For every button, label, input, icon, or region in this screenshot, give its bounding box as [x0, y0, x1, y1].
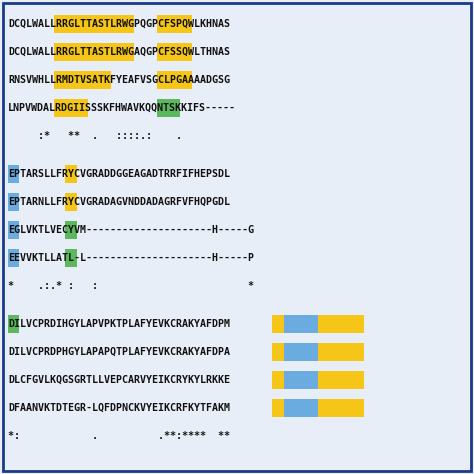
Bar: [65, 71, 77, 89]
Bar: [100, 15, 111, 33]
Bar: [330, 399, 341, 417]
Bar: [307, 315, 319, 333]
Bar: [8, 315, 19, 333]
Text: DLCFGVLKQGSGRTLLVEPCARVYEIKCRYKYLRKKE: DLCFGVLKQGSGRTLLVEPCARVYEIKCRYKYLRKKE: [8, 375, 230, 385]
Text: EPTARSLLFRYCVGRADDGGEAGADTRRFIFHEPSDL: EPTARSLLFRYCVGRADDGGEAGADTRRFIFHEPSDL: [8, 169, 230, 179]
Bar: [341, 315, 353, 333]
Text: EEVVKTLLATL-L---------------------H-----P: EEVVKTLLATL-L---------------------H-----…: [8, 253, 254, 263]
Bar: [65, 165, 77, 183]
Bar: [77, 15, 89, 33]
Bar: [295, 315, 307, 333]
Bar: [54, 15, 65, 33]
Bar: [307, 371, 319, 389]
Bar: [330, 343, 341, 361]
Bar: [319, 371, 330, 389]
Bar: [284, 399, 295, 417]
Bar: [295, 399, 307, 417]
Bar: [319, 343, 330, 361]
Bar: [100, 43, 111, 61]
Bar: [181, 71, 192, 89]
Bar: [157, 71, 169, 89]
Bar: [157, 99, 169, 117]
Text: LNPVWDALRDGIISSSKFHWAVKQQNTSKKIFS-----: LNPVWDALRDGIISSSKFHWAVKQQNTSKKIFS-----: [8, 103, 236, 113]
Bar: [65, 99, 77, 117]
Bar: [65, 193, 77, 211]
Bar: [273, 399, 284, 417]
Bar: [89, 71, 100, 89]
Bar: [181, 15, 192, 33]
Text: DCQLWALLRRGLTTASTLRWGPQGPCFSPQWLKHNAS: DCQLWALLRRGLTTASTLRWGPQGPCFSPQWLKHNAS: [8, 19, 230, 29]
Text: DILVCPRDIHGYLAPVPKTPLAFYEVKCRAKYAFDPM: DILVCPRDIHGYLAPVPKTPLAFYEVKCRAKYAFDPM: [8, 319, 230, 329]
Bar: [54, 99, 65, 117]
Bar: [157, 15, 169, 33]
Bar: [65, 15, 77, 33]
Text: DILVCPRDPHGYLAPAPQTPLAFYEVKCRAKYAFDPA: DILVCPRDPHGYLAPAPQTPLAFYEVKCRAKYAFDPA: [8, 347, 230, 357]
Bar: [123, 15, 135, 33]
Bar: [330, 315, 341, 333]
Bar: [330, 371, 341, 389]
Bar: [284, 315, 295, 333]
Text: EPTARNLLFRYCVGRADAGVNDDADAGRFVFHQPGDL: EPTARNLLFRYCVGRADAGVNDDADAGRFVFHQPGDL: [8, 197, 230, 207]
Bar: [353, 371, 365, 389]
Bar: [353, 399, 365, 417]
Bar: [8, 165, 19, 183]
Bar: [295, 371, 307, 389]
Bar: [319, 399, 330, 417]
Bar: [169, 99, 181, 117]
Bar: [284, 343, 295, 361]
Bar: [65, 249, 77, 267]
Bar: [353, 315, 365, 333]
Bar: [181, 43, 192, 61]
Bar: [295, 343, 307, 361]
Bar: [77, 43, 89, 61]
Bar: [341, 371, 353, 389]
Bar: [54, 43, 65, 61]
Bar: [273, 371, 284, 389]
Bar: [8, 249, 19, 267]
Bar: [273, 315, 284, 333]
Bar: [65, 221, 77, 239]
Text: EGLVKTLVECYVM---------------------H-----G: EGLVKTLVECYVM---------------------H-----…: [8, 225, 254, 235]
Bar: [8, 221, 19, 239]
Bar: [157, 43, 169, 61]
Bar: [54, 71, 65, 89]
Bar: [169, 71, 181, 89]
Bar: [8, 193, 19, 211]
Bar: [273, 343, 284, 361]
Bar: [111, 15, 123, 33]
Text: DFAANVKTDTEGR-LQFDPNCKVYEIKCRFKYTFAKM: DFAANVKTDTEGR-LQFDPNCKVYEIKCRFKYTFAKM: [8, 403, 230, 413]
Bar: [89, 15, 100, 33]
Bar: [169, 43, 181, 61]
Bar: [307, 343, 319, 361]
Bar: [111, 43, 123, 61]
Text: *:            .          .**:****  **: *: . .**:**** **: [8, 431, 242, 441]
Bar: [65, 43, 77, 61]
Bar: [353, 343, 365, 361]
Bar: [89, 43, 100, 61]
Bar: [307, 399, 319, 417]
Bar: [100, 71, 111, 89]
Bar: [284, 371, 295, 389]
Bar: [77, 99, 89, 117]
Bar: [341, 343, 353, 361]
Bar: [319, 315, 330, 333]
Text: *    .:.* :   :                         *: * .:.* : : *: [8, 281, 266, 291]
Bar: [123, 43, 135, 61]
Text: DCQLWALLRRGLTTASTLRWGAQGPCFSSQWLTHNAS: DCQLWALLRRGLTTASTLRWGAQGPCFSSQWLTHNAS: [8, 47, 230, 57]
Text: RNSVWHLLRMDTVSATKFYEAFVSGCLPGAAAADGSG: RNSVWHLLRMDTVSATKFYEAFVSGCLPGAAAADGSG: [8, 75, 230, 85]
Bar: [341, 399, 353, 417]
Text: :*   **  .   ::::.:    .: :* ** . ::::.: .: [8, 131, 236, 141]
Bar: [77, 71, 89, 89]
Bar: [169, 15, 181, 33]
